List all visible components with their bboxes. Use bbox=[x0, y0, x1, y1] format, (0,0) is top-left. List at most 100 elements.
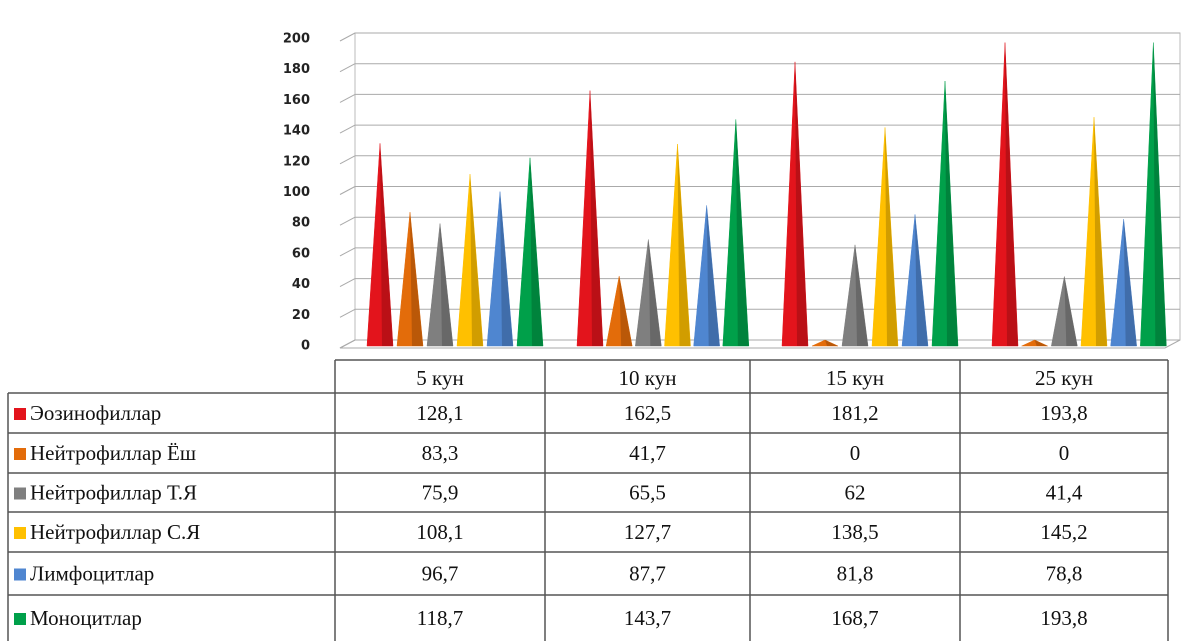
cone bbox=[1110, 219, 1137, 347]
grid-line bbox=[339, 93, 356, 103]
x-tick-label: 10 кун bbox=[619, 366, 677, 390]
cone-shade bbox=[885, 127, 898, 346]
table-value: 62 bbox=[845, 480, 866, 504]
cone bbox=[693, 205, 720, 347]
cone bbox=[931, 81, 959, 347]
cone bbox=[664, 143, 691, 347]
y-tick-label: 0 bbox=[301, 339, 310, 354]
table-value: 127,7 bbox=[624, 520, 671, 544]
grid-line bbox=[339, 308, 356, 318]
y-tick-label: 60 bbox=[292, 246, 310, 261]
cone-shade bbox=[735, 119, 749, 346]
table-value: 75,9 bbox=[422, 480, 459, 504]
cone bbox=[841, 244, 869, 347]
table-value: 83,3 bbox=[422, 441, 459, 465]
cone-shade bbox=[825, 340, 838, 346]
legend-label: Лимфоцитлар bbox=[30, 561, 154, 585]
cone-shade bbox=[590, 90, 603, 346]
cone-shade bbox=[530, 157, 543, 346]
cone bbox=[901, 214, 929, 347]
table-value: 41,4 bbox=[1046, 480, 1083, 504]
table-value: 168,7 bbox=[831, 606, 878, 630]
y-tick-label: 140 bbox=[283, 124, 310, 139]
y-tick-label: 120 bbox=[283, 154, 310, 169]
cone-shade bbox=[1123, 219, 1137, 346]
y-tick-label: 80 bbox=[292, 216, 310, 231]
table-value: 145,2 bbox=[1040, 520, 1087, 544]
table-value: 41,7 bbox=[629, 441, 666, 465]
cone-shade bbox=[500, 191, 513, 346]
table-value: 138,5 bbox=[831, 520, 878, 544]
cone bbox=[871, 127, 899, 347]
table-value: 143,7 bbox=[624, 606, 671, 630]
table-value: 193,8 bbox=[1040, 401, 1087, 425]
legend-key bbox=[14, 613, 26, 625]
grid-line bbox=[339, 186, 356, 195]
cone bbox=[486, 191, 514, 347]
cone-shade bbox=[1005, 42, 1018, 346]
cone-shade bbox=[855, 244, 868, 346]
grid-line bbox=[339, 278, 356, 288]
grid-line bbox=[339, 247, 356, 257]
table-value: 96,7 bbox=[422, 561, 459, 585]
cone bbox=[396, 212, 424, 347]
y-tick-label: 200 bbox=[283, 32, 310, 47]
cone-shade bbox=[1064, 276, 1078, 346]
legend-key bbox=[14, 448, 26, 460]
cone-shade bbox=[706, 205, 720, 346]
legend-key bbox=[14, 487, 26, 500]
y-tick-label: 100 bbox=[283, 185, 310, 200]
legend-label: Нейтрофиллар С.Я bbox=[30, 520, 200, 544]
cone-shade bbox=[410, 212, 423, 346]
cone bbox=[426, 223, 454, 347]
table-value: 118,7 bbox=[417, 606, 463, 630]
x-tick-label: 15 кун bbox=[826, 366, 884, 390]
legend-key bbox=[14, 527, 26, 539]
cone-shade bbox=[795, 61, 808, 346]
cone-shade bbox=[380, 143, 393, 346]
legend-key bbox=[14, 568, 26, 581]
cone-shade bbox=[440, 223, 453, 346]
cone-shade bbox=[1034, 340, 1048, 346]
table-value: 0 bbox=[1059, 441, 1070, 465]
cone bbox=[1080, 117, 1108, 347]
grid-line bbox=[339, 32, 356, 42]
grid-line bbox=[339, 339, 356, 349]
cone-shade bbox=[945, 81, 958, 346]
cone bbox=[781, 61, 809, 347]
cone-shade bbox=[648, 239, 662, 346]
table-value: 108,1 bbox=[416, 520, 463, 544]
table-value: 81,8 bbox=[837, 561, 874, 585]
table-value: 78,8 bbox=[1046, 561, 1083, 585]
legend-label: Нейтрофиллар Ёш bbox=[30, 441, 196, 465]
table-value: 181,2 bbox=[831, 401, 878, 425]
cone bbox=[991, 42, 1019, 347]
cone bbox=[1051, 276, 1078, 347]
table-value: 65,5 bbox=[629, 480, 666, 504]
table-value: 0 bbox=[850, 441, 861, 465]
cone bbox=[605, 275, 633, 347]
y-tick-label: 180 bbox=[283, 62, 310, 77]
cone-shade bbox=[915, 214, 928, 346]
cone bbox=[366, 143, 394, 347]
cone-shade bbox=[677, 143, 691, 346]
cone bbox=[811, 339, 839, 347]
x-tick-label: 5 кун bbox=[416, 366, 463, 390]
legend-key bbox=[14, 408, 26, 420]
grid-line bbox=[339, 216, 356, 226]
grid-line bbox=[339, 124, 356, 134]
cone bbox=[1021, 339, 1048, 347]
legend-label: Моноцитлар bbox=[30, 606, 142, 630]
cone bbox=[516, 157, 544, 347]
cone bbox=[1140, 42, 1167, 347]
cone-shade bbox=[619, 275, 633, 346]
y-tick-label: 40 bbox=[292, 277, 310, 292]
y-tick-label: 160 bbox=[283, 93, 310, 108]
cone bbox=[456, 174, 484, 347]
x-tick-label: 25 кун bbox=[1035, 366, 1093, 390]
legend-label: Нейтрофиллар Т.Я bbox=[30, 480, 197, 504]
grid-line bbox=[339, 155, 356, 165]
cone bbox=[635, 239, 662, 347]
table-value: 128,1 bbox=[416, 401, 463, 425]
